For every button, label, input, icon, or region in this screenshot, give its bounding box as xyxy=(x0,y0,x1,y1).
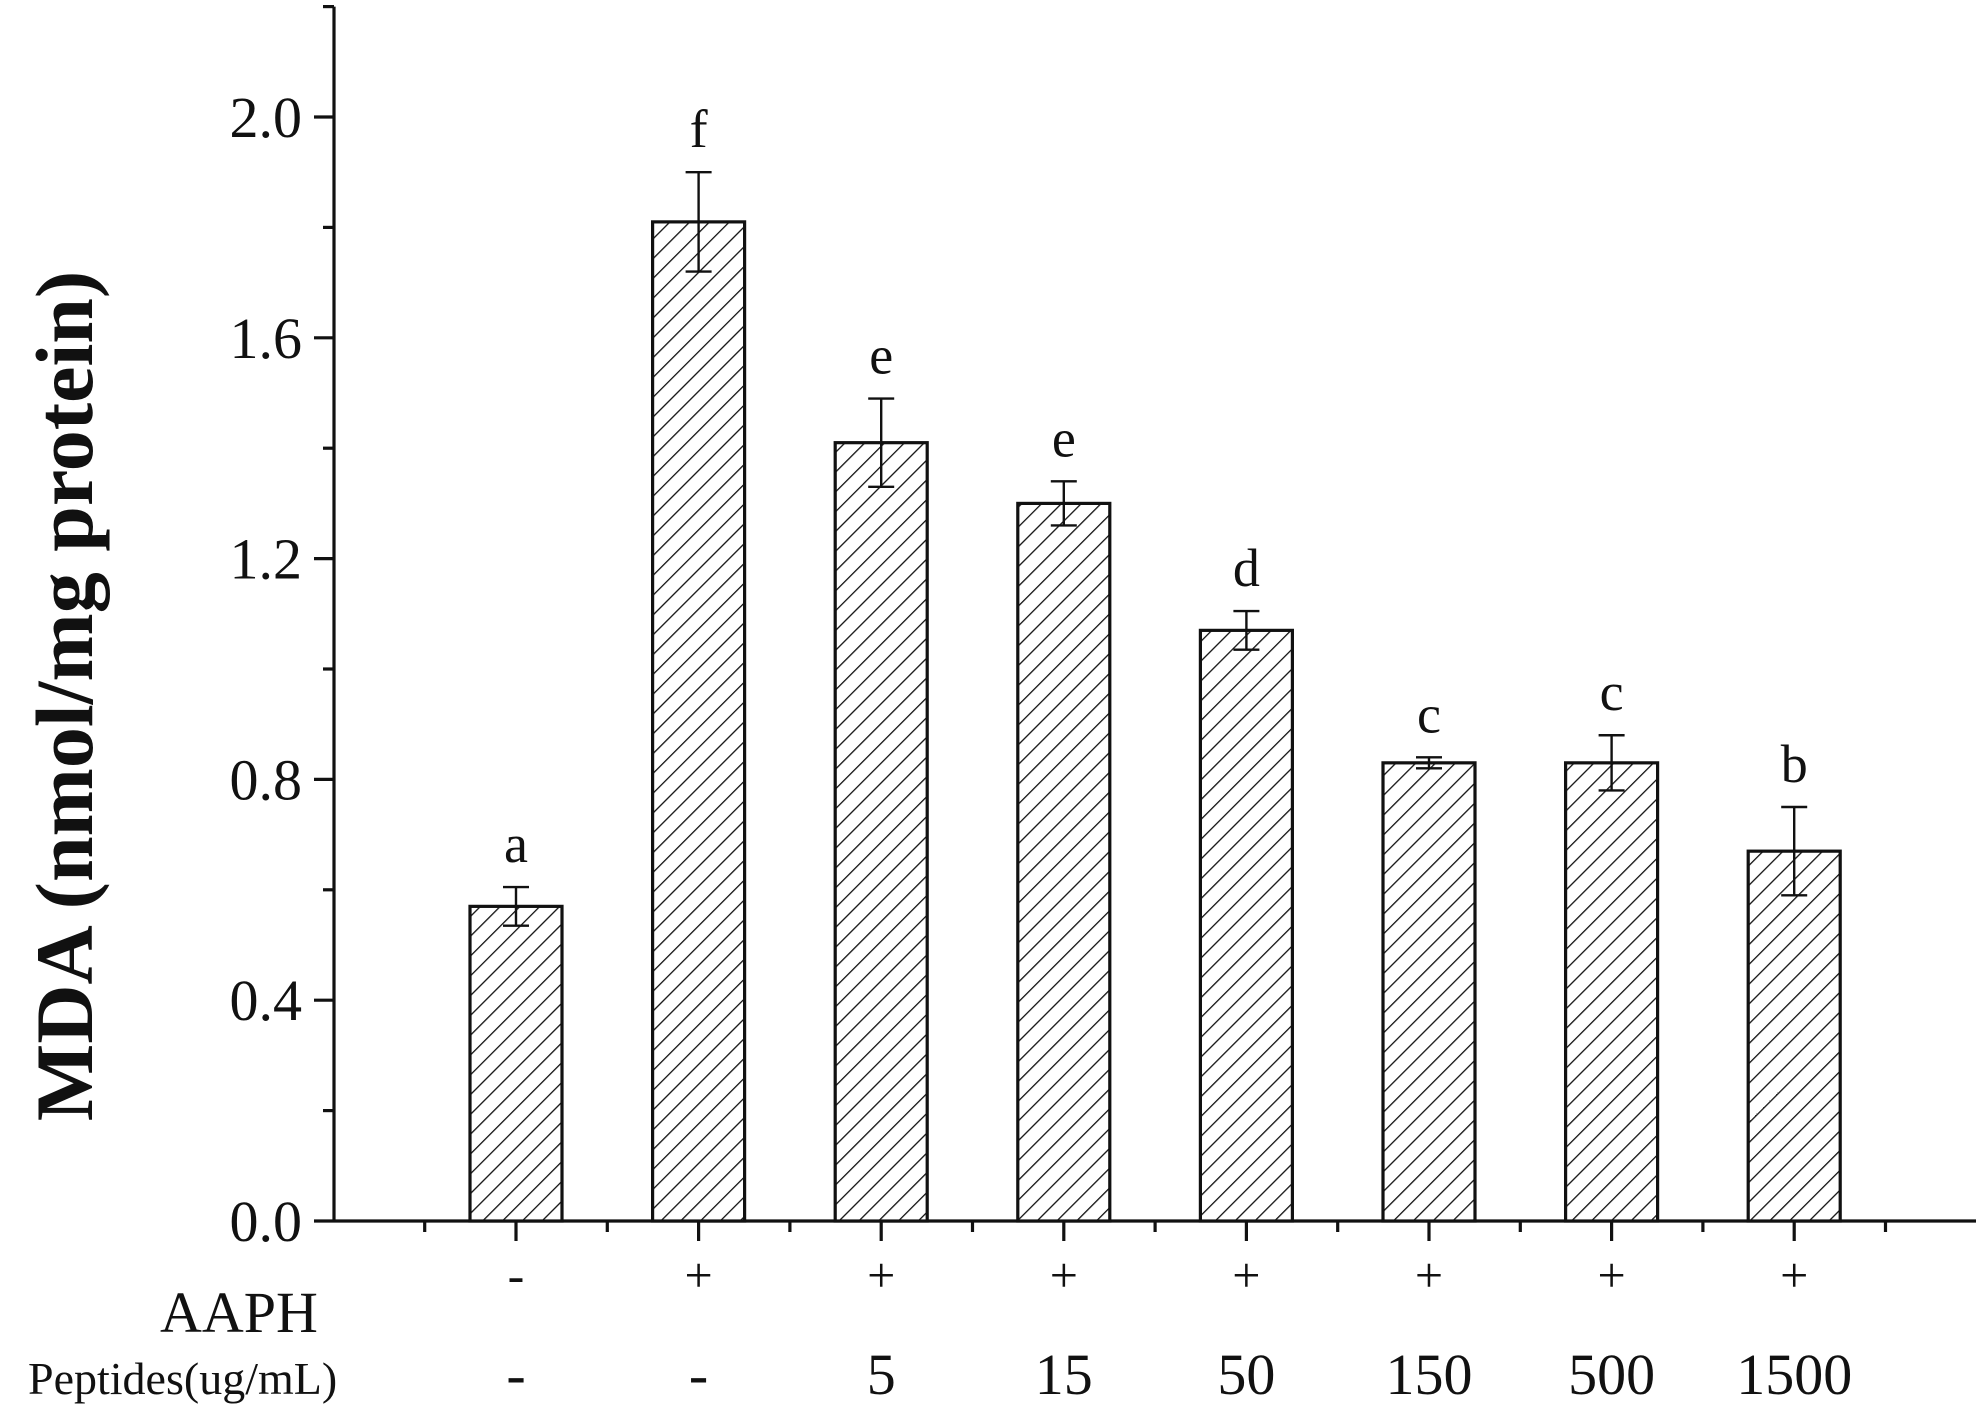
condition-value: 5 xyxy=(867,1342,896,1407)
condition-row-label: Peptides(ug/mL) xyxy=(28,1353,337,1404)
bar xyxy=(1016,501,1112,1223)
condition-value: 50 xyxy=(1217,1342,1275,1407)
condition-value: + xyxy=(1232,1247,1260,1303)
bar xyxy=(1746,849,1842,1223)
condition-value: + xyxy=(1780,1247,1808,1303)
significance-labels: a f e e d c c b xyxy=(504,99,1808,874)
bars-group xyxy=(468,220,1842,1223)
y-tick-label: 0.8 xyxy=(230,747,303,812)
condition-value: + xyxy=(684,1247,712,1303)
condition-value: - xyxy=(689,1342,708,1407)
significance-letter: c xyxy=(1600,662,1624,722)
y-axis-label: MDA (nmol/mg protein) xyxy=(19,271,110,1121)
axes: 0.0 0.4 0.8 1.2 1.6 2.0 xyxy=(230,4,1976,1254)
y-tick-label: 1.6 xyxy=(230,306,303,371)
condition-value: - xyxy=(508,1247,525,1303)
condition-value: 1500 xyxy=(1736,1342,1852,1407)
condition-value: + xyxy=(1597,1247,1625,1303)
condition-row-label: AAPH xyxy=(160,1280,318,1345)
y-tick-label: 0.4 xyxy=(230,968,303,1033)
y-tick-label: 1.2 xyxy=(230,527,303,592)
condition-value: + xyxy=(867,1247,895,1303)
bar xyxy=(468,904,564,1223)
condition-value: - xyxy=(506,1342,525,1407)
significance-letter: e xyxy=(1052,408,1076,468)
y-tick-label: 0.0 xyxy=(230,1189,303,1254)
condition-value: + xyxy=(1415,1247,1443,1303)
y-tick-label: 2.0 xyxy=(230,85,303,150)
significance-letter: f xyxy=(690,99,708,159)
bar xyxy=(1381,761,1477,1223)
bar xyxy=(1563,761,1660,1223)
bar xyxy=(1198,628,1295,1223)
significance-letter: d xyxy=(1233,538,1260,598)
condition-table: AAPH - + + + + + + + Peptides(ug/mL) - - 5 15 50 150 500… xyxy=(28,1247,1852,1407)
bar xyxy=(650,220,747,1223)
condition-value: 150 xyxy=(1386,1342,1473,1407)
significance-letter: b xyxy=(1781,734,1808,794)
significance-letter: a xyxy=(504,814,528,874)
condition-value: 15 xyxy=(1035,1342,1093,1407)
error-bars-group xyxy=(503,170,1808,927)
condition-value: 500 xyxy=(1568,1342,1655,1407)
bar xyxy=(833,441,929,1223)
significance-letter: c xyxy=(1417,684,1441,744)
significance-letter: e xyxy=(869,326,893,386)
condition-value: + xyxy=(1050,1247,1078,1303)
